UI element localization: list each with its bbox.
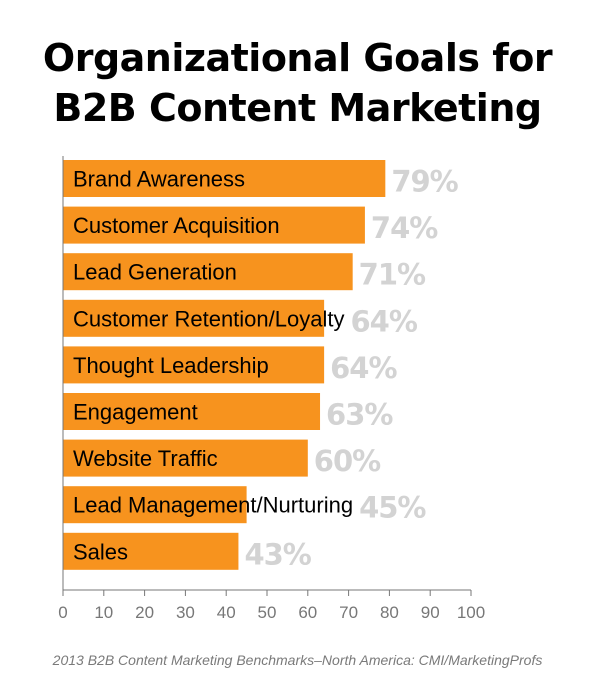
x-tick-label: 50 xyxy=(258,603,277,622)
x-tick-label: 0 xyxy=(58,603,67,622)
bar xyxy=(63,160,386,197)
bar-value-label: 74% xyxy=(371,211,438,245)
bar xyxy=(63,299,325,337)
x-tick-label: 30 xyxy=(176,603,195,622)
bar-category-label: Customer Acquisition xyxy=(73,213,280,238)
bar-category-label: Sales xyxy=(73,539,128,564)
bar-value-label: 60% xyxy=(314,444,381,478)
x-tick-label: 70 xyxy=(339,603,358,622)
chart-title: Organizational Goals for B2B Content Mar… xyxy=(0,33,595,133)
bar xyxy=(63,393,321,430)
chart-title-line-1: Organizational Goals for xyxy=(42,36,553,80)
bar-category-label: Customer Retention/Loyalty xyxy=(73,306,344,331)
bar xyxy=(63,346,325,384)
bar xyxy=(63,439,308,477)
bar-value-label: 64% xyxy=(330,351,397,385)
bar xyxy=(63,532,239,570)
bar-category-label: Lead Generation xyxy=(73,260,237,285)
x-tick-label: 90 xyxy=(421,603,440,622)
bar-category-label: Thought Leadership xyxy=(73,353,269,378)
x-tick-label: 100 xyxy=(457,603,485,622)
bar-category-label: Brand Awareness xyxy=(73,167,245,192)
bar-value-label: 79% xyxy=(391,165,458,199)
bar xyxy=(63,206,365,244)
bar-value-label: 71% xyxy=(359,258,426,292)
bar-value-label: 63% xyxy=(326,398,393,432)
x-tick-label: 10 xyxy=(94,603,113,622)
x-tick-label: 60 xyxy=(298,603,317,622)
bar-value-label: 64% xyxy=(350,304,417,338)
bar xyxy=(63,486,247,524)
chart-title-line-2: B2B Content Marketing xyxy=(53,86,542,130)
bar xyxy=(63,253,353,291)
bar-category-label: Lead Management/Nurturing xyxy=(73,493,353,518)
bar-value-label: 43% xyxy=(244,537,311,571)
bar-category-label: Website Traffic xyxy=(73,446,218,471)
x-tick-label: 20 xyxy=(135,603,154,622)
x-tick-label: 80 xyxy=(380,603,399,622)
chart-source: 2013 B2B Content Marketing Benchmarks–No… xyxy=(52,652,543,668)
bar-value-label: 45% xyxy=(359,491,426,525)
bar-category-label: Engagement xyxy=(73,400,198,425)
x-tick-label: 40 xyxy=(217,603,236,622)
